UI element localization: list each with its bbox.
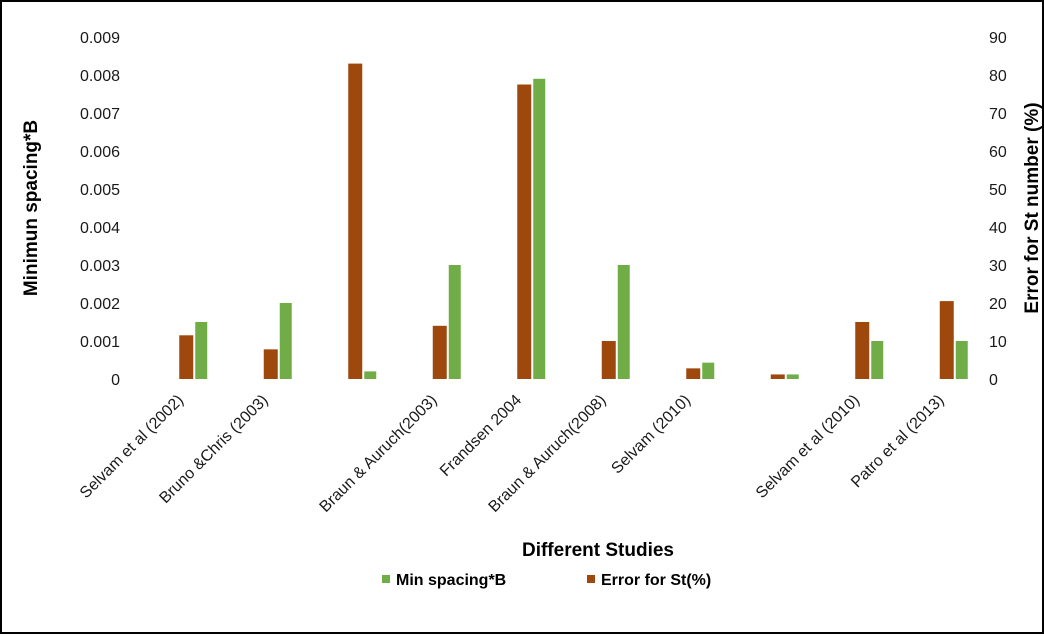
- y2-tick-label: 20: [989, 296, 1007, 313]
- bar-error-st: [855, 322, 870, 379]
- legend-label: Min spacing*B: [396, 572, 506, 589]
- y-tick-label: 0: [111, 372, 120, 389]
- y2-tick-label: 10: [989, 334, 1007, 351]
- y-tick-label: 0.002: [80, 296, 120, 313]
- y-tick-label: 0.004: [80, 220, 120, 237]
- y-axis-left-ticks: 0 0.001 0.002 0.003 0.004 0.005 0.006 0.007 0.00…: [80, 30, 120, 389]
- y2-tick-label: 0: [989, 372, 998, 389]
- y2-tick-label: 60: [989, 144, 1007, 161]
- x-tick-label: Selvam (2010): [608, 392, 694, 478]
- bar-min-spacing: [617, 265, 630, 379]
- y2-tick-label: 90: [989, 30, 1007, 47]
- y-tick-label: 0.007: [80, 106, 120, 123]
- bar-min-spacing: [702, 362, 715, 379]
- x-tick-label: Patro et al (2013): [848, 392, 947, 491]
- bar-error-st: [179, 335, 194, 379]
- bar-error-st: [686, 368, 701, 379]
- x-axis-title: Different Studies: [522, 540, 674, 561]
- bar-error-st: [517, 84, 532, 379]
- y-tick-label: 0.006: [80, 144, 120, 161]
- legend-swatch: [382, 575, 390, 583]
- x-tick-label: Braun & Auruch(2003): [317, 392, 441, 516]
- y-axis-right-ticks: 0 10 20 30 40 50 60 70 80 90: [989, 30, 1007, 389]
- bar-error-st: [348, 63, 363, 379]
- bar-error-st: [939, 301, 954, 379]
- bar-min-spacing: [279, 303, 292, 379]
- y-tick-label: 0.005: [80, 182, 120, 199]
- y2-tick-label: 70: [989, 106, 1007, 123]
- x-tick-label: Frandsen 2004: [437, 392, 525, 480]
- bar-min-spacing: [871, 341, 884, 379]
- y-axis-right-title: Error for St number (%): [1022, 102, 1043, 313]
- bar-error-st: [601, 341, 616, 379]
- y-axis-left-title: Minimun spacing*B: [21, 120, 42, 296]
- x-axis-ticks: Selvam et al (2002)Bruno &Chris (2003) Br…: [77, 392, 948, 516]
- bar-min-spacing: [786, 374, 799, 379]
- legend: Min spacing*B Error for St(%): [382, 572, 711, 589]
- bar-error-st: [432, 325, 447, 379]
- bar-error-st: [263, 349, 278, 379]
- x-tick-label: Selvam et al (2010): [753, 392, 863, 502]
- y2-tick-label: 80: [989, 68, 1007, 85]
- bar-series: [179, 63, 968, 380]
- y-tick-label: 0.001: [80, 334, 120, 351]
- bar-min-spacing: [448, 265, 461, 379]
- bar-min-spacing: [195, 322, 208, 379]
- bar-min-spacing: [364, 371, 377, 379]
- bar-min-spacing: [533, 78, 546, 380]
- bar-error-st: [770, 374, 785, 379]
- y-tick-label: 0.009: [80, 30, 120, 47]
- y2-tick-label: 50: [989, 182, 1007, 199]
- y-tick-label: 0.003: [80, 258, 120, 275]
- legend-label: Error for St(%): [601, 572, 711, 589]
- y2-tick-label: 30: [989, 258, 1007, 275]
- bar-min-spacing: [955, 341, 968, 379]
- y2-tick-label: 40: [989, 220, 1007, 237]
- y-tick-label: 0.008: [80, 68, 120, 85]
- legend-swatch: [587, 575, 595, 583]
